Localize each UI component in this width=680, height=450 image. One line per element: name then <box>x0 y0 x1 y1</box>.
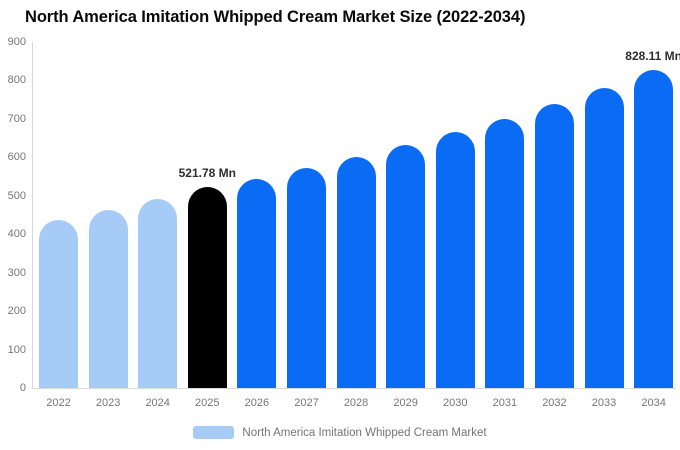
plot-area: 521.78 Mn 828.11 Mn <box>32 42 680 389</box>
bar-value-label-2025: 521.78 Mn <box>178 166 236 181</box>
x-tick-2029: 2029 <box>393 397 418 409</box>
y-tick-100: 100 <box>7 343 26 356</box>
y-axis-ticks: 0 100 200 300 400 500 600 700 800 900 <box>0 36 26 394</box>
bar-2022[interactable] <box>39 220 78 388</box>
x-tick-2028: 2028 <box>343 397 369 409</box>
bar-2032[interactable] <box>534 103 574 388</box>
x-tick-2032: 2032 <box>542 397 567 409</box>
legend-swatch <box>193 426 235 439</box>
x-tick-2034: 2034 <box>641 397 666 409</box>
x-tick-2033: 2033 <box>591 397 617 409</box>
y-tick-0: 0 <box>19 382 26 394</box>
x-tick-2025: 2025 <box>195 397 220 409</box>
bars: 521.78 Mn 828.11 Mn <box>33 42 680 388</box>
x-tick-2031: 2031 <box>492 397 518 409</box>
bar-2029[interactable] <box>386 145 426 388</box>
y-tick-500: 500 <box>7 189 26 202</box>
x-tick-2030: 2030 <box>443 397 468 409</box>
bar-2031[interactable] <box>485 118 525 388</box>
x-tick-2026: 2026 <box>244 397 270 409</box>
y-tick-300: 300 <box>7 266 26 279</box>
x-tick-2027: 2027 <box>294 397 319 409</box>
x-tick-2022: 2022 <box>46 397 71 409</box>
y-tick-700: 700 <box>7 112 26 125</box>
y-tick-200: 200 <box>7 305 26 318</box>
x-tick-2023: 2023 <box>95 397 121 409</box>
bar-2023[interactable] <box>88 210 128 388</box>
chart-title: North America Imitation Whipped Cream Ma… <box>25 8 526 26</box>
bar-2024[interactable] <box>138 199 178 388</box>
bar-value-label-2034: 828.11 Mn <box>625 48 680 63</box>
legend-label: North America Imitation Whipped Cream Ma… <box>242 426 487 439</box>
legend[interactable]: North America Imitation Whipped Cream Ma… <box>0 426 680 439</box>
y-tick-900: 900 <box>7 36 26 48</box>
bar-2030[interactable] <box>435 131 475 388</box>
y-tick-400: 400 <box>7 228 26 241</box>
bar-2027[interactable] <box>286 168 326 388</box>
bar-2033[interactable] <box>584 88 624 388</box>
y-tick-800: 800 <box>7 74 26 87</box>
bar-2034[interactable]: 828.11 Mn <box>625 49 680 388</box>
x-tick-2024: 2024 <box>145 397 170 409</box>
bar-2025[interactable]: 521.78 Mn <box>179 166 236 388</box>
bar-2026[interactable] <box>237 178 277 388</box>
y-tick-600: 600 <box>7 151 26 164</box>
bar-2028[interactable] <box>336 156 376 388</box>
x-axis-labels: 2022 2023 2024 2025 2026 2027 2028 2029 2030 2031… <box>33 397 680 409</box>
